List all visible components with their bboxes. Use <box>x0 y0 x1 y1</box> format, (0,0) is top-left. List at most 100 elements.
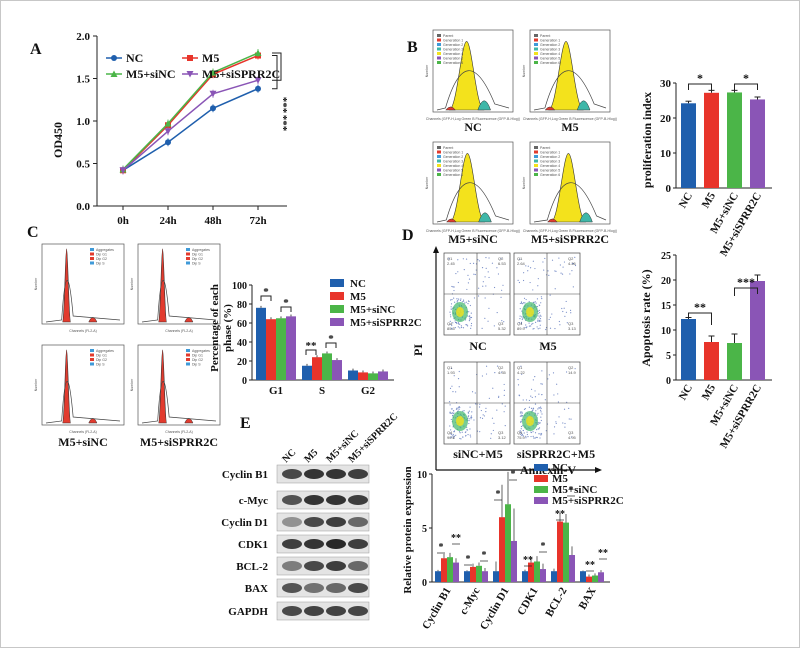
flow-dot <box>532 301 534 303</box>
flow-dot <box>538 433 540 435</box>
blot-row-label: GAPDH <box>228 606 268 618</box>
flow-dot <box>470 322 473 325</box>
sig-bracket <box>688 312 712 325</box>
histogram-legend-swatch <box>437 155 441 158</box>
flow-dot <box>467 282 469 284</box>
x-tick-label: 48h <box>204 215 221 227</box>
x-tick-label: 72h <box>249 215 266 227</box>
flow-dot <box>544 399 546 401</box>
quadrant-value: Q3 <box>568 430 574 435</box>
flow-dot <box>460 298 462 300</box>
histogram-title: M5+siSPRR2C <box>140 435 218 449</box>
histogram-title: M5 <box>561 120 578 134</box>
flow-dot <box>525 298 527 301</box>
sig-label: * <box>263 286 269 298</box>
blot-band <box>304 539 324 549</box>
flow-dot <box>517 384 520 386</box>
quadrant-value: Q1 <box>517 365 523 370</box>
flow-dot <box>521 316 523 318</box>
flow-dot <box>449 311 451 313</box>
flow-dot <box>466 325 469 327</box>
flow-dot <box>549 327 552 329</box>
flow-dot <box>538 407 540 409</box>
flow-dot <box>522 399 524 401</box>
flow-dot <box>527 265 529 267</box>
x-tick-label: Cyclin B1 <box>420 586 453 632</box>
legend-label: NC <box>552 462 568 474</box>
sig-bracket <box>305 349 317 355</box>
flow-dot <box>558 257 560 259</box>
histogram-legend-swatch <box>437 146 441 149</box>
flow-dot <box>534 403 537 405</box>
histogram-legend-label: Dip S <box>192 262 201 266</box>
flow-dot <box>568 418 570 420</box>
blot-band <box>326 561 346 571</box>
histogram-title: NC <box>464 120 481 134</box>
flow-dot <box>574 256 576 258</box>
legend-label: M5 <box>552 473 568 485</box>
histogram-y-axis-label: Number <box>522 64 526 77</box>
quadrant-value: Q4 <box>517 430 523 435</box>
flow-dot <box>553 394 555 396</box>
x-tick-label: BAX <box>577 585 599 611</box>
bar <box>332 360 342 380</box>
flow-dot <box>457 323 460 325</box>
legend-swatch <box>330 292 344 300</box>
legend-label: M5+siNC <box>552 484 597 496</box>
histogram-envelope <box>141 381 217 424</box>
bar <box>470 566 476 582</box>
x-tick-label: G1 <box>269 385 283 397</box>
x-tick-label: CDK1 <box>515 586 540 618</box>
series-line-3 <box>122 79 259 171</box>
flow-dot <box>459 437 461 440</box>
blot-band <box>282 583 302 593</box>
histogram-legend-swatch <box>90 257 94 260</box>
flow-cluster-core <box>526 416 534 427</box>
flow-dot <box>471 391 474 393</box>
flow-dot <box>523 432 525 434</box>
bar <box>528 562 534 582</box>
flow-dot <box>457 259 459 261</box>
flow-dot <box>456 298 458 300</box>
histogram-legend-label: Parent <box>443 146 453 150</box>
histogram-legend-label: Generation 2 <box>540 155 560 159</box>
flow-dot <box>540 411 542 413</box>
flow-dot <box>572 263 575 265</box>
x-tick-label: G2 <box>361 385 376 397</box>
flow-cluster-core <box>456 416 464 427</box>
x-tick-label: c-Myc <box>458 585 483 616</box>
pi-axis-arrowhead <box>433 246 439 253</box>
flow-dot <box>520 421 522 423</box>
histogram-legend-swatch <box>534 43 538 46</box>
bar <box>368 373 378 380</box>
quadrant-value: 90.6 <box>447 435 456 440</box>
flow-dot <box>525 399 528 401</box>
quadrant-value: 75.9 <box>517 435 526 440</box>
flow-dot <box>538 311 541 314</box>
flow-dot <box>459 406 461 409</box>
flow-dot <box>528 406 531 408</box>
flow-dot <box>526 431 528 433</box>
flow-dot <box>522 429 524 432</box>
flow-dot <box>532 289 534 291</box>
flow-dot <box>536 326 538 328</box>
flow-dot <box>458 431 461 433</box>
data-point <box>254 49 262 56</box>
quadrant-value: Q1 <box>517 256 523 261</box>
legend-swatch <box>534 486 548 493</box>
bar <box>681 319 696 380</box>
flow-dot <box>544 257 546 260</box>
y-tick-label: 30 <box>660 78 672 90</box>
bar <box>286 316 296 380</box>
quadrant-value: Q2 <box>498 256 504 261</box>
flow-dot <box>533 327 535 330</box>
flow-dot <box>473 297 476 299</box>
histogram-x-axis-label: Channels (FL2-A) <box>165 329 193 333</box>
series-line-1 <box>122 54 259 171</box>
flow-dot <box>548 274 550 276</box>
y-tick-label: 60 <box>237 319 247 330</box>
y-tick-label: 0 <box>666 376 671 387</box>
flow-dot <box>564 426 566 428</box>
histogram-legend-label: Dip G1 <box>192 354 203 358</box>
